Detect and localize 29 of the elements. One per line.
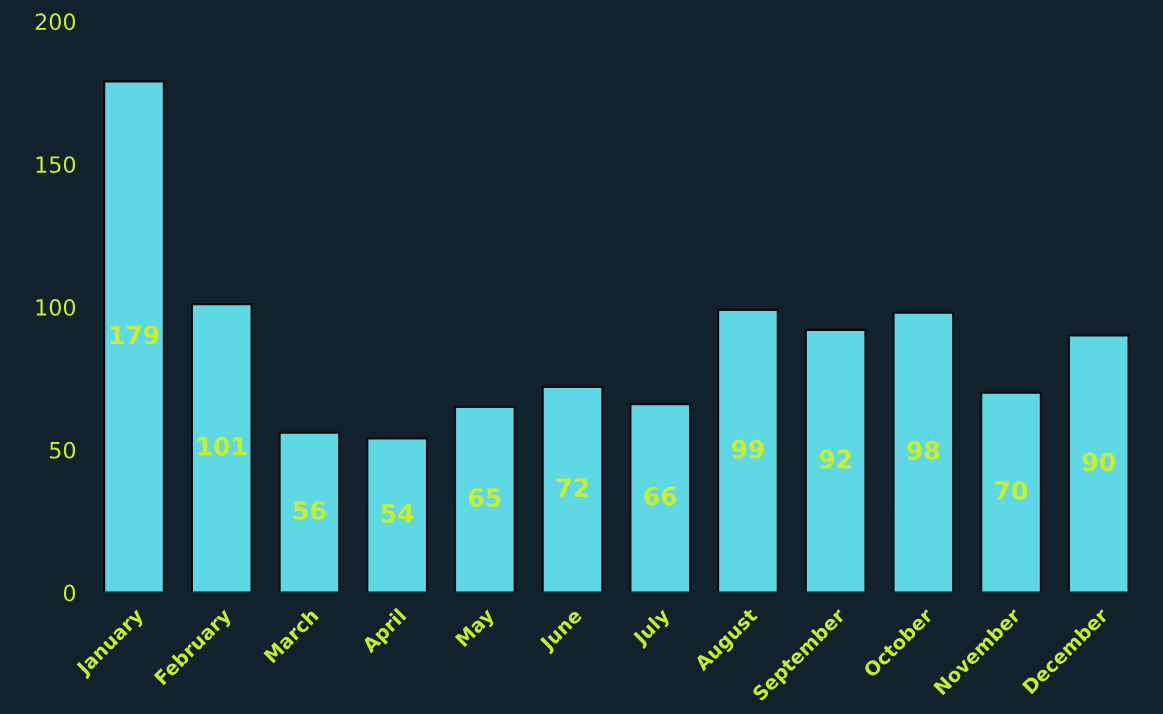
data-label: 99 bbox=[731, 439, 764, 459]
bar bbox=[980, 391, 1042, 593]
data-label: 72 bbox=[556, 478, 588, 497]
data-label: 70 bbox=[995, 481, 1028, 500]
y-tick-label: 50 bbox=[49, 441, 76, 459]
data-label: 66 bbox=[644, 486, 677, 506]
data-label: 54 bbox=[381, 504, 414, 523]
data-label: 92 bbox=[819, 449, 851, 469]
data-label: 101 bbox=[198, 436, 247, 456]
bar bbox=[892, 311, 955, 593]
data-label: 65 bbox=[468, 488, 501, 508]
bar bbox=[804, 328, 867, 593]
data-label: 56 bbox=[293, 501, 326, 520]
bar bbox=[366, 437, 428, 593]
bar bbox=[453, 405, 516, 593]
bar bbox=[717, 308, 779, 593]
data-label: 179 bbox=[110, 325, 159, 345]
y-tick-label: 0 bbox=[63, 584, 76, 602]
y-tick-label: 150 bbox=[36, 156, 76, 173]
bar bbox=[103, 80, 165, 593]
bar bbox=[278, 431, 341, 593]
bar bbox=[541, 385, 604, 593]
y-tick-label: 200 bbox=[35, 13, 76, 31]
bar bbox=[190, 303, 253, 593]
bar bbox=[1067, 334, 1130, 593]
y-tick-label: 100 bbox=[36, 298, 76, 316]
bar bbox=[629, 403, 692, 593]
data-label: 90 bbox=[1082, 452, 1115, 472]
data-label: 98 bbox=[907, 441, 940, 460]
